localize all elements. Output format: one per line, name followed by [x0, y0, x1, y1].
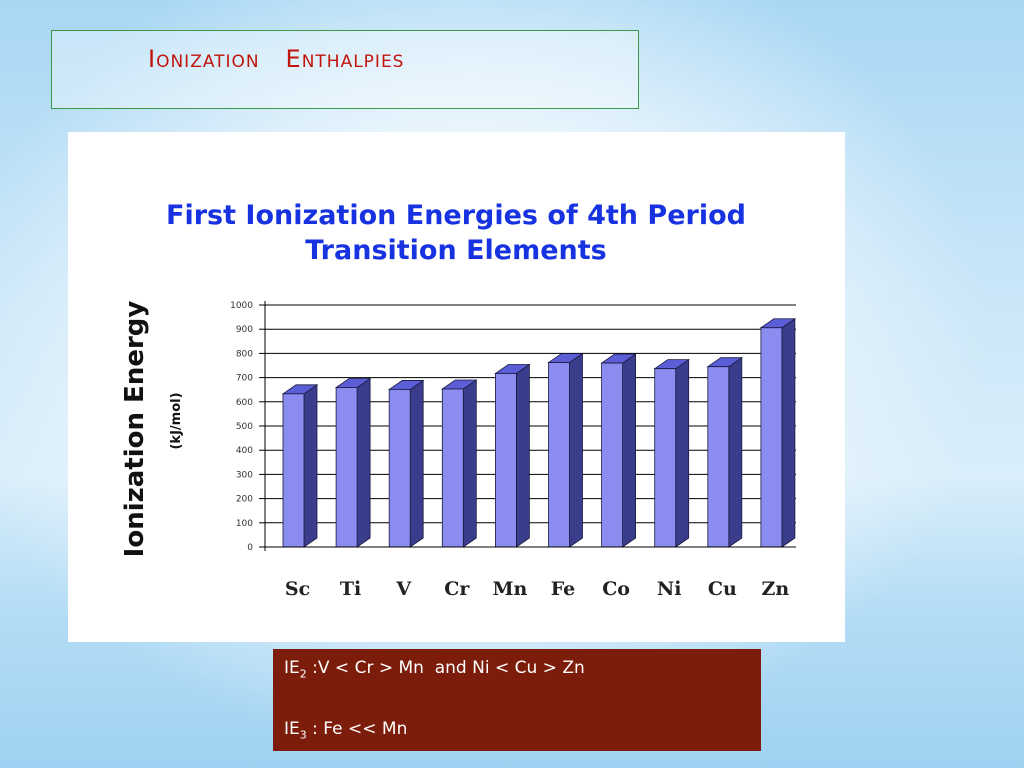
- y-tick-label: 1000: [230, 301, 253, 311]
- note-ie2: IE2 :V < Cr > Mn and Ni < Cu > Zn: [284, 658, 585, 680]
- ionization-chart: First Ionization Energies of 4th Period …: [120, 200, 797, 600]
- y-tick-label: 500: [236, 422, 253, 432]
- slide-title: Ionization Enthalpies: [148, 45, 405, 73]
- bars-layer: [281, 317, 797, 548]
- x-tick-label: Cu: [708, 578, 737, 600]
- bar-ti: [335, 387, 358, 548]
- bar-co: [601, 362, 623, 548]
- x-tick-label: Ti: [340, 578, 361, 600]
- x-tick-label: Mn: [492, 578, 527, 600]
- y-tick-label: 400: [236, 446, 253, 456]
- bar-side: [675, 358, 690, 548]
- axis-layer: 0 100 200 300 400 500 600 700 800 900 1000 Sc Ti V Cr M…: [230, 301, 796, 600]
- y-axis-unit: (kJ/mol): [169, 392, 184, 449]
- note-ie2-text: :V < Cr > Mn and Ni < Cu > Zn: [306, 658, 585, 678]
- y-tick-label: 200: [236, 495, 253, 505]
- y-tick-label: 800: [236, 349, 253, 359]
- note-ie3-subscript: 3: [299, 728, 307, 742]
- x-tick-label: Co: [602, 578, 630, 600]
- chart-title-line-1: First Ionization Energies of 4th Period: [166, 200, 746, 231]
- x-tick-label: V: [395, 578, 412, 600]
- bar-side: [409, 379, 424, 548]
- note-ie3-text: : Fe << Mn: [306, 719, 408, 739]
- bar-side: [781, 317, 796, 548]
- bar-zn: [760, 327, 783, 548]
- bar-side: [462, 379, 477, 548]
- x-tick-label: Fe: [551, 578, 576, 600]
- y-tick-label: 100: [236, 519, 253, 529]
- bar-side: [303, 384, 318, 548]
- x-tick-label: Ni: [657, 578, 682, 600]
- y-tick-label: 900: [236, 325, 253, 335]
- x-tick-label: Zn: [762, 578, 790, 600]
- bar-cr: [441, 388, 464, 548]
- bar-side: [515, 363, 530, 548]
- y-tick-label: 0: [247, 543, 253, 553]
- note-ie2-subscript: 2: [299, 667, 307, 681]
- bar-side: [728, 356, 743, 548]
- note-ie3-prefix: IE: [284, 719, 300, 739]
- chart-panel: First Ionization Energies of 4th Period …: [68, 132, 845, 642]
- y-axis-label: Ionization Energy: [120, 301, 150, 558]
- ionization-notes-box: IE2 :V < Cr > Mn and Ni < Cu > Zn IE3 : …: [273, 649, 761, 751]
- chart-title-line-2: Transition Elements: [305, 235, 607, 266]
- bar-sc: [282, 393, 305, 548]
- bar-v: [388, 389, 411, 548]
- x-tick-label: Sc: [285, 578, 310, 600]
- bar-side: [622, 353, 636, 548]
- note-ie2-prefix: IE: [284, 658, 300, 678]
- y-tick-label: 700: [236, 374, 253, 384]
- bar-ni: [654, 368, 677, 548]
- bar-mn: [494, 373, 517, 548]
- slide-title-box: Ionization Enthalpies: [51, 30, 639, 109]
- y-tick-label: 600: [236, 398, 253, 408]
- bar-side: [356, 377, 371, 548]
- note-ie3: IE3 : Fe << Mn: [284, 719, 407, 741]
- bar-fe: [548, 362, 570, 548]
- bar-cu: [707, 366, 730, 548]
- y-tick-label: 300: [236, 470, 253, 480]
- bar-side: [569, 352, 583, 548]
- x-tick-label: Cr: [444, 578, 470, 600]
